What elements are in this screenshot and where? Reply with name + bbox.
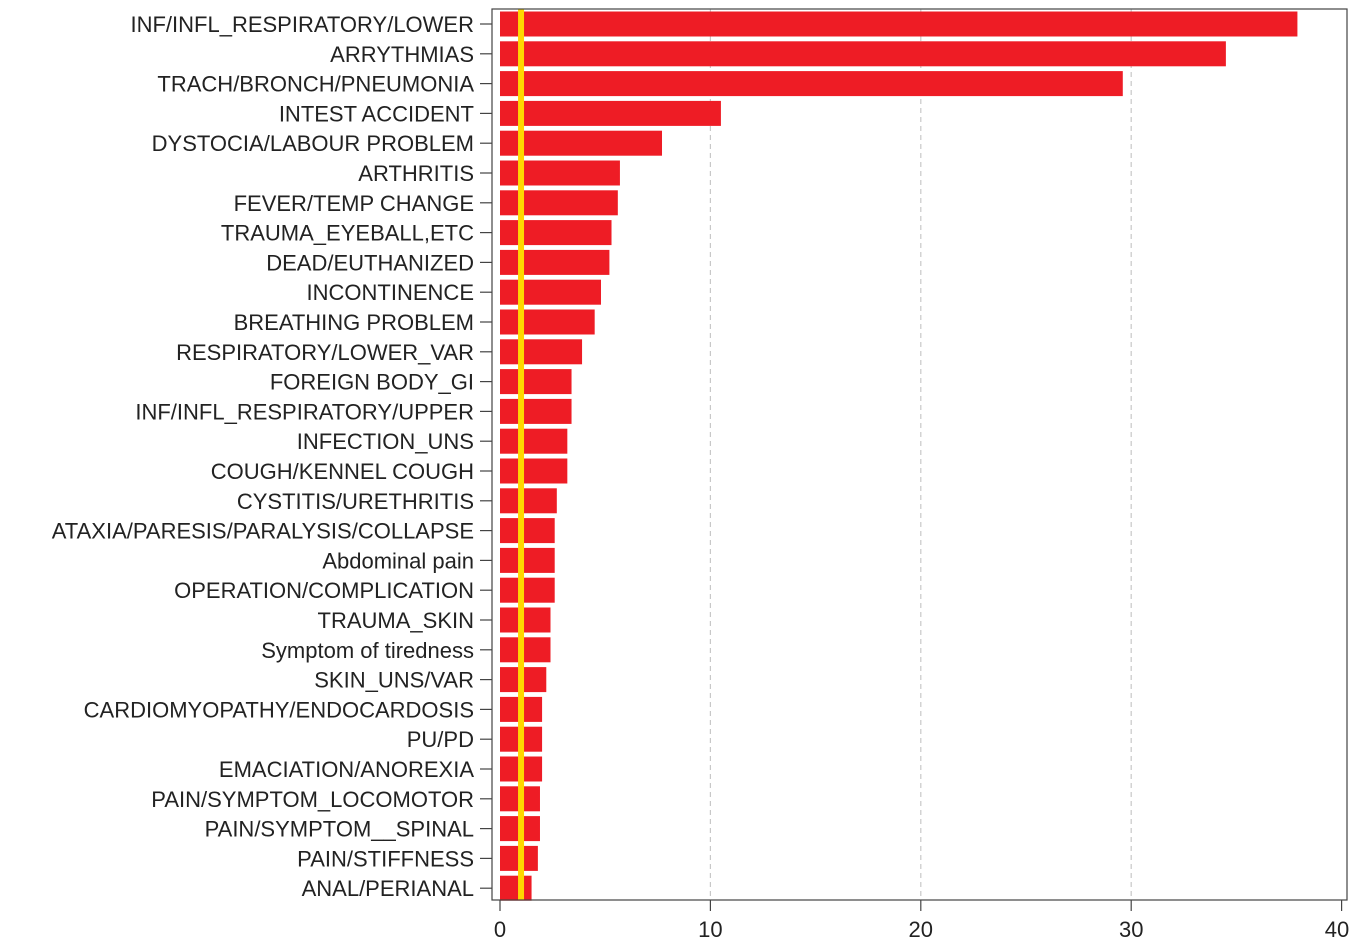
y-tick-label: PU/PD	[407, 727, 474, 752]
x-tick-label: 40	[1325, 917, 1349, 942]
bar	[500, 547, 555, 573]
plot-frame	[491, 8, 1348, 901]
y-tick-label: CYSTITIS/URETHRITIS	[237, 489, 474, 514]
bar	[500, 309, 595, 335]
y-tick-label: OPERATION/COMPLICATION	[174, 578, 474, 603]
y-tick-label: PAIN/SYMPTOM__SPINAL	[205, 817, 474, 842]
bar	[500, 11, 1298, 37]
bar	[500, 339, 583, 365]
bar	[500, 100, 721, 126]
bar	[500, 428, 568, 454]
bar	[500, 607, 551, 633]
bars	[500, 11, 1298, 901]
x-tick-label: 20	[909, 917, 933, 942]
bar	[500, 518, 555, 544]
bar	[500, 458, 568, 484]
y-tick-label: ATAXIA/PARESIS/PARALYSIS/COLLAPSE	[52, 519, 474, 544]
y-tick-label: ARRYTHMIAS	[330, 42, 474, 67]
y-tick-label: DYSTOCIA/LABOUR PROBLEM	[152, 131, 474, 156]
x-tick-label: 10	[698, 917, 722, 942]
y-tick-label: Abdominal pain	[322, 548, 474, 573]
y-tick-label: COUGH/KENNEL COUGH	[211, 459, 474, 484]
y-tick-label: INFECTION_UNS	[297, 429, 474, 454]
y-tick-label: INF/INFL_RESPIRATORY/UPPER	[135, 399, 474, 424]
y-tick-label: BREATHING PROBLEM	[234, 310, 474, 335]
bar	[500, 369, 572, 395]
bar	[500, 488, 557, 514]
bar	[500, 875, 532, 901]
y-tick-label: TRAUMA_SKIN	[318, 608, 474, 633]
bar	[500, 577, 555, 603]
grid-lines	[709, 9, 1132, 900]
bar	[500, 130, 663, 156]
y-tick-label: FOREIGN BODY_GI	[270, 370, 474, 395]
y-tick-label: Symptom of tiredness	[261, 638, 474, 663]
bar	[500, 190, 618, 216]
y-axis: INF/INFL_RESPIRATORY/LOWER ARRYTHMIAS TRAC…	[52, 12, 492, 901]
bar	[500, 279, 601, 305]
bar	[500, 71, 1123, 97]
x-axis: 0 10 20 30 40	[494, 900, 1349, 942]
y-tick-label: ANAL/PERIANAL	[302, 876, 474, 901]
y-tick-label: PAIN/SYMPTOM_LOCOMOTOR	[151, 787, 474, 812]
y-tick-label: INF/INFL_RESPIRATORY/LOWER	[130, 12, 474, 37]
y-tick-label: CARDIOMYOPATHY/ENDOCARDOSIS	[84, 697, 474, 722]
bar	[500, 637, 551, 663]
bar	[500, 160, 620, 186]
y-tick-label: EMACIATION/ANOREXIA	[219, 757, 474, 782]
x-tick-label: 30	[1119, 917, 1143, 942]
bar	[500, 398, 572, 424]
y-tick-label: INTEST ACCIDENT	[279, 101, 474, 126]
y-tick-label: SKIN_UNS/VAR	[314, 668, 474, 693]
y-tick-label: TRAUMA_EYEBALL,ETC	[221, 221, 474, 246]
y-tick-label: RESPIRATORY/LOWER_VAR	[176, 340, 474, 365]
x-tick-label: 0	[494, 917, 506, 942]
y-tick-label: TRACH/BRONCH/PNEUMONIA	[157, 72, 474, 97]
y-tick-label: INCONTINENCE	[307, 280, 474, 305]
y-tick-label: DEAD/EUTHANIZED	[266, 250, 474, 275]
bar	[500, 249, 610, 275]
bar	[500, 41, 1226, 67]
bar	[500, 220, 612, 246]
y-tick-label: PAIN/STIFFNESS	[297, 846, 474, 871]
y-tick-label: FEVER/TEMP CHANGE	[234, 191, 474, 216]
y-tick-label: ARTHRITIS	[358, 161, 474, 186]
